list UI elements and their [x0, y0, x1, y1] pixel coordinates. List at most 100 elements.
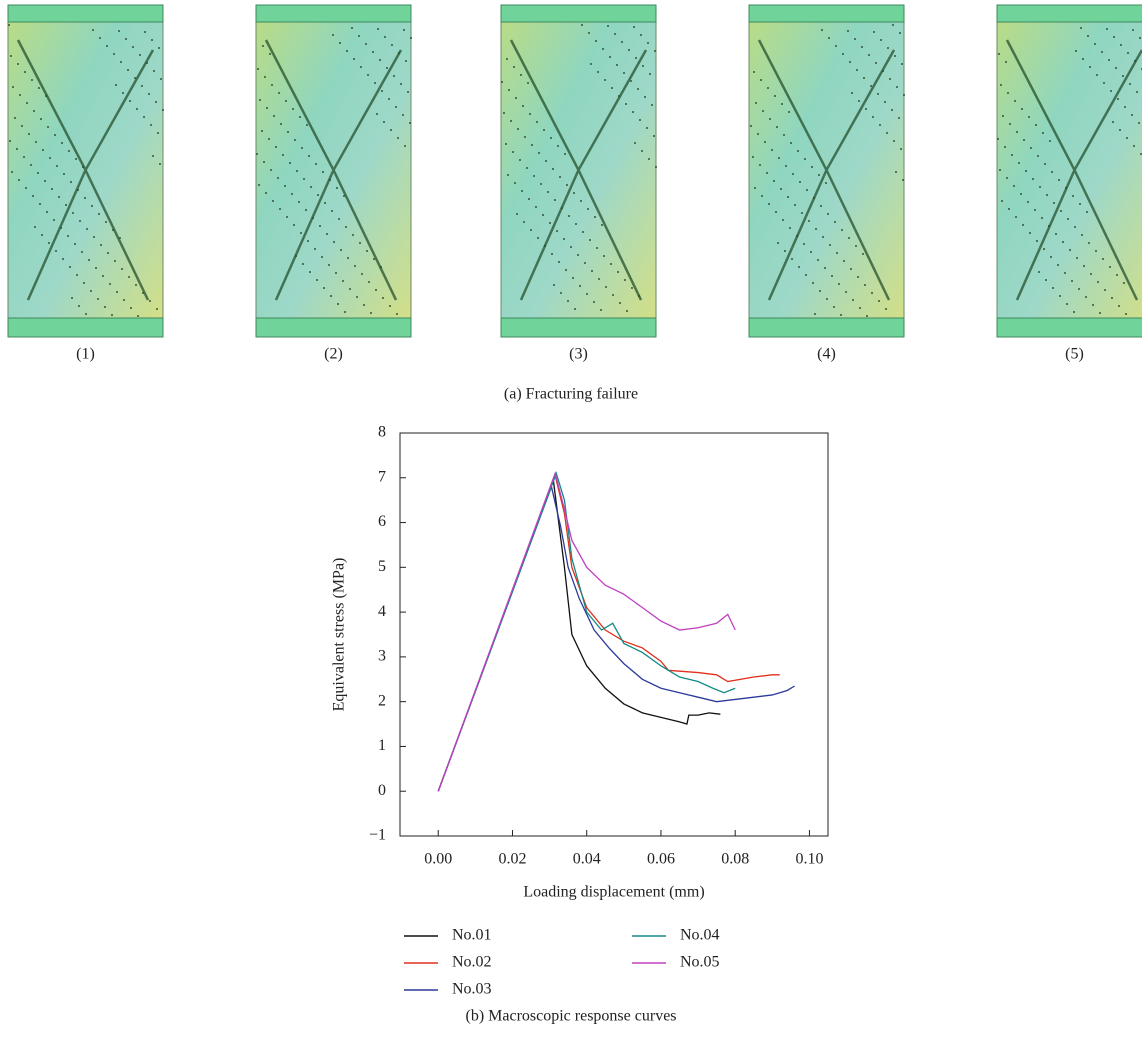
speckle [778, 157, 780, 159]
speckle [573, 192, 575, 194]
speckle [349, 288, 351, 290]
speckle [894, 55, 896, 57]
speckle [308, 155, 310, 157]
speckle [522, 105, 524, 107]
speckle [1049, 140, 1051, 142]
loading-plate [996, 4, 1142, 23]
speckle [828, 37, 830, 39]
speckle [628, 49, 630, 51]
speckle [372, 51, 374, 53]
speckle [530, 229, 532, 231]
speckle [37, 172, 39, 174]
speckle [31, 79, 33, 81]
y-tick-label: 5 [378, 558, 386, 575]
speckle [1043, 248, 1045, 250]
speckle [870, 85, 872, 87]
speckle [895, 171, 897, 173]
speckle [99, 37, 101, 39]
speckle [301, 147, 303, 149]
speckle [572, 277, 574, 279]
loading-plate [255, 317, 412, 338]
speckle [381, 90, 383, 92]
speckle [149, 300, 151, 302]
speckle [570, 246, 572, 248]
speckle [524, 136, 526, 138]
speckle [344, 311, 346, 313]
speckle [806, 189, 808, 191]
speckle [588, 32, 590, 34]
speckle [790, 142, 792, 144]
speckle [593, 301, 595, 303]
speckle [768, 203, 770, 205]
speckle [538, 152, 540, 154]
speckle [858, 100, 860, 102]
speckle [1027, 201, 1029, 203]
speckle [1088, 242, 1090, 244]
speckle [277, 177, 279, 179]
speckle [1094, 43, 1096, 45]
speckle [531, 144, 533, 146]
speckle [1133, 145, 1135, 147]
speckle [115, 84, 117, 86]
speckle [607, 25, 609, 27]
speckle [887, 47, 889, 49]
y-tick-label: −1 [369, 827, 386, 844]
speckle [826, 298, 828, 300]
speckle [305, 209, 307, 211]
speckle [598, 278, 600, 280]
speckle [761, 195, 763, 197]
speckle [1078, 288, 1080, 290]
x-tick-label: 0.00 [424, 851, 452, 868]
speckle [374, 82, 376, 84]
speckle [373, 258, 375, 260]
speckle [11, 171, 13, 173]
speckle [351, 27, 353, 29]
speckle [760, 79, 762, 81]
speckle [1110, 90, 1112, 92]
speckle [256, 153, 258, 155]
loading-plate [500, 4, 657, 23]
speckle [368, 281, 370, 283]
speckle [280, 123, 282, 125]
speckle [1050, 256, 1052, 258]
speckle [596, 247, 598, 249]
speckle [563, 238, 565, 240]
speckle [1028, 116, 1030, 118]
speckle [859, 307, 861, 309]
speckle [1008, 208, 1010, 210]
speckle [93, 236, 95, 238]
speckle [156, 308, 158, 310]
speckle [814, 313, 816, 315]
speckle [155, 101, 157, 103]
speckle [389, 305, 391, 307]
speckle [784, 250, 786, 252]
speckle [76, 274, 78, 276]
speckle [18, 179, 20, 181]
speckle [338, 218, 340, 220]
speckle [157, 132, 159, 134]
caption-b: (b) Macroscopic response curves [465, 1008, 676, 1025]
speckle [857, 276, 859, 278]
loading-plate [748, 4, 905, 23]
speckle [641, 150, 643, 152]
speckle [552, 168, 554, 170]
speckle [579, 285, 581, 287]
speckle [595, 40, 597, 42]
speckle [605, 286, 607, 288]
speckle [626, 310, 628, 312]
speckle [90, 290, 92, 292]
speckle [647, 42, 649, 44]
speckle [1085, 296, 1087, 298]
speckle [632, 111, 634, 113]
speckle [293, 224, 295, 226]
speckle [264, 76, 266, 78]
speckle [1014, 100, 1016, 102]
speckle [265, 192, 267, 194]
speckle [118, 30, 120, 32]
speckle [35, 141, 37, 143]
speckle [819, 290, 821, 292]
series-line [437, 479, 721, 792]
speckle [33, 110, 35, 112]
speckle [840, 314, 842, 316]
speckle [1116, 274, 1118, 276]
